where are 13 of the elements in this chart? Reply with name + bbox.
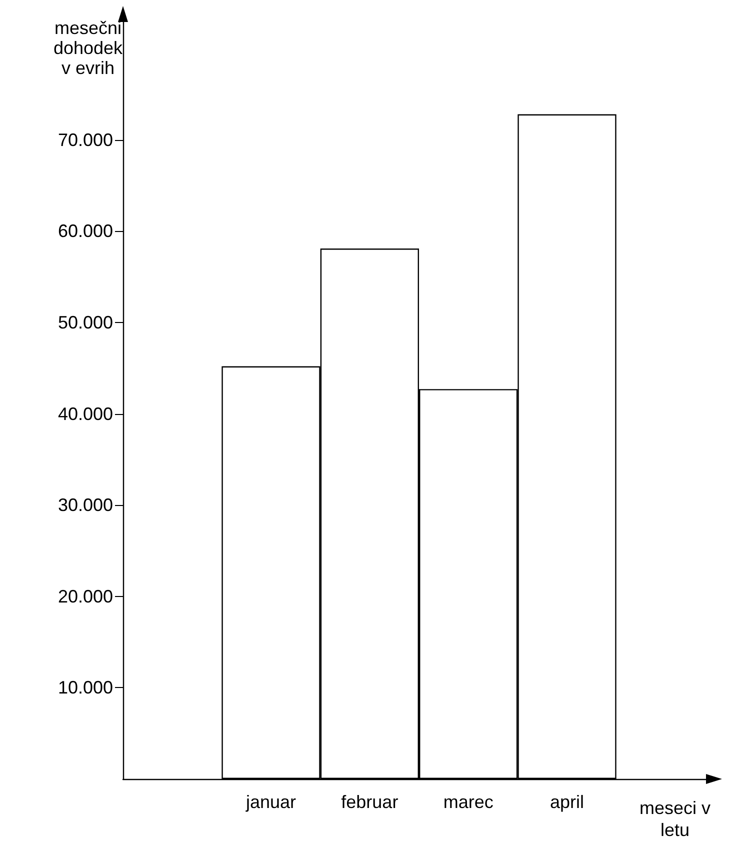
x-tick-label: april	[550, 792, 584, 812]
x-tick-label: januar	[244, 792, 296, 812]
x-tick-label: februar	[341, 792, 398, 812]
x-tick-label: marec	[443, 792, 494, 812]
y-tick-label: 30.000	[58, 495, 113, 516]
y-tick-label: 10.000	[58, 678, 113, 698]
y-tick-label: 60.000	[58, 221, 113, 242]
y-tick-label: 50.000	[58, 312, 113, 332]
y-tick-label: 40.000	[58, 404, 113, 424]
y-tick-label: 20.000	[58, 586, 113, 606]
x-axis-title: meseci v letu	[639, 798, 711, 840]
y-tick-label: 70.000	[58, 130, 113, 150]
y-axis-title: mesečni dohodek v evrih	[53, 18, 124, 78]
